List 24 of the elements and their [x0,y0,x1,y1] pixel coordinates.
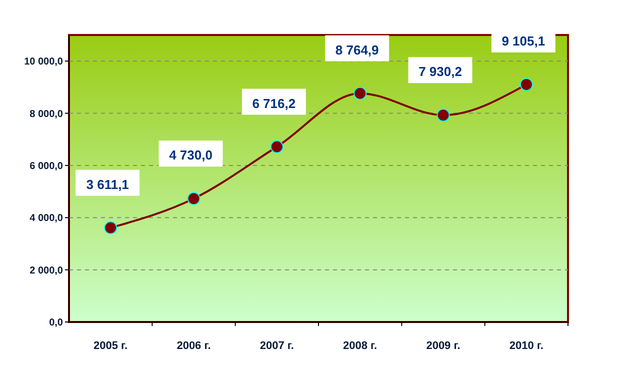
data-label: 7 930,2 [418,64,462,80]
point [270,140,284,154]
data-label: 6 716,2 [252,96,296,111]
data-label: 9 105,1 [502,33,546,48]
y-tick-label: 2 000,0 [30,265,64,276]
y-tick-label: 10 000,0 [24,56,64,68]
x-tick-label: 2006 г. [176,340,211,352]
data-label: 4 730,0 [169,148,212,163]
point [354,86,367,100]
y-tick-label: 6 000,0 [30,160,64,172]
point [104,221,118,234]
y-tick-label: 4 000,0 [30,213,64,224]
x-tick-label: 2009 г. [426,340,460,352]
data-label: 8 764,9 [335,42,379,58]
y-tick-label: 0,0 [49,318,64,328]
point [436,108,450,122]
point [187,192,200,206]
data-label: 3 611,1 [86,176,129,192]
x-tick-label: 2007 г. [260,340,294,352]
y-tick-label: 8 000,0 [30,108,64,120]
point [520,78,533,91]
x-tick-label: 2008 г. [343,340,378,352]
x-tick-label: 2005 г. [94,340,128,352]
x-tick-label: 2010 г. [509,340,544,352]
